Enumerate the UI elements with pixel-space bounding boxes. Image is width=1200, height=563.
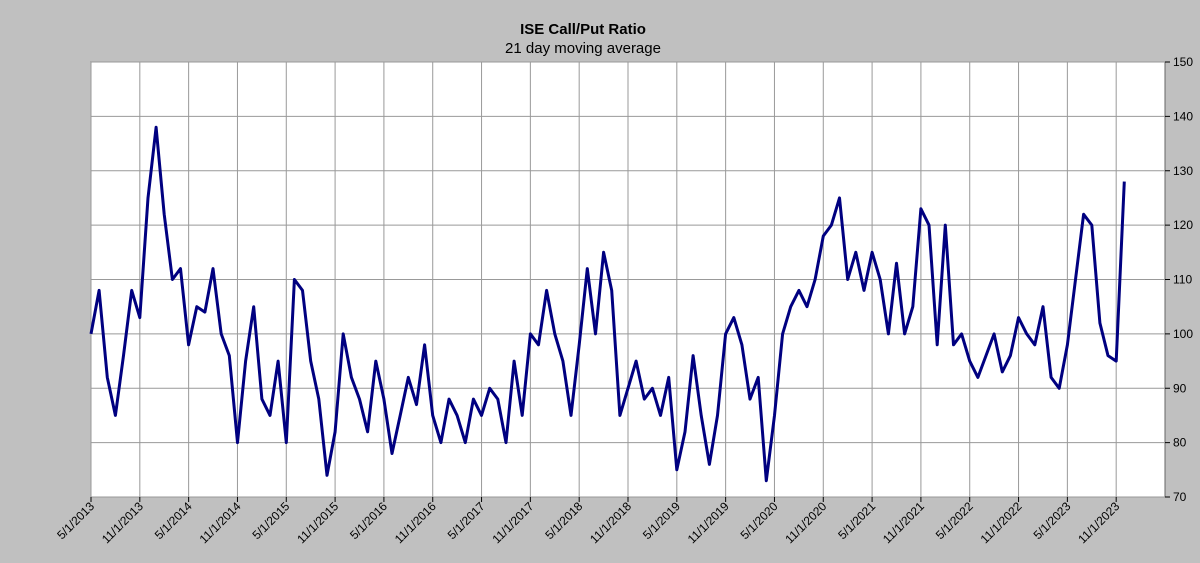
y-tick-label: 90 xyxy=(1173,381,1187,395)
chart-subtitle: 21 day moving average xyxy=(505,40,661,57)
y-tick-label: 80 xyxy=(1173,436,1187,450)
y-tick-label: 70 xyxy=(1173,490,1187,504)
y-tick-label: 110 xyxy=(1173,273,1192,287)
y-tick-label: 150 xyxy=(1173,55,1193,69)
y-tick-label: 140 xyxy=(1173,109,1193,123)
y-tick-label: 100 xyxy=(1173,327,1193,341)
y-tick-label: 120 xyxy=(1173,218,1193,232)
data-line xyxy=(89,125,1126,483)
y-tick-label: 130 xyxy=(1173,164,1193,178)
chart-title: ISE Call/Put Ratio xyxy=(520,21,646,38)
